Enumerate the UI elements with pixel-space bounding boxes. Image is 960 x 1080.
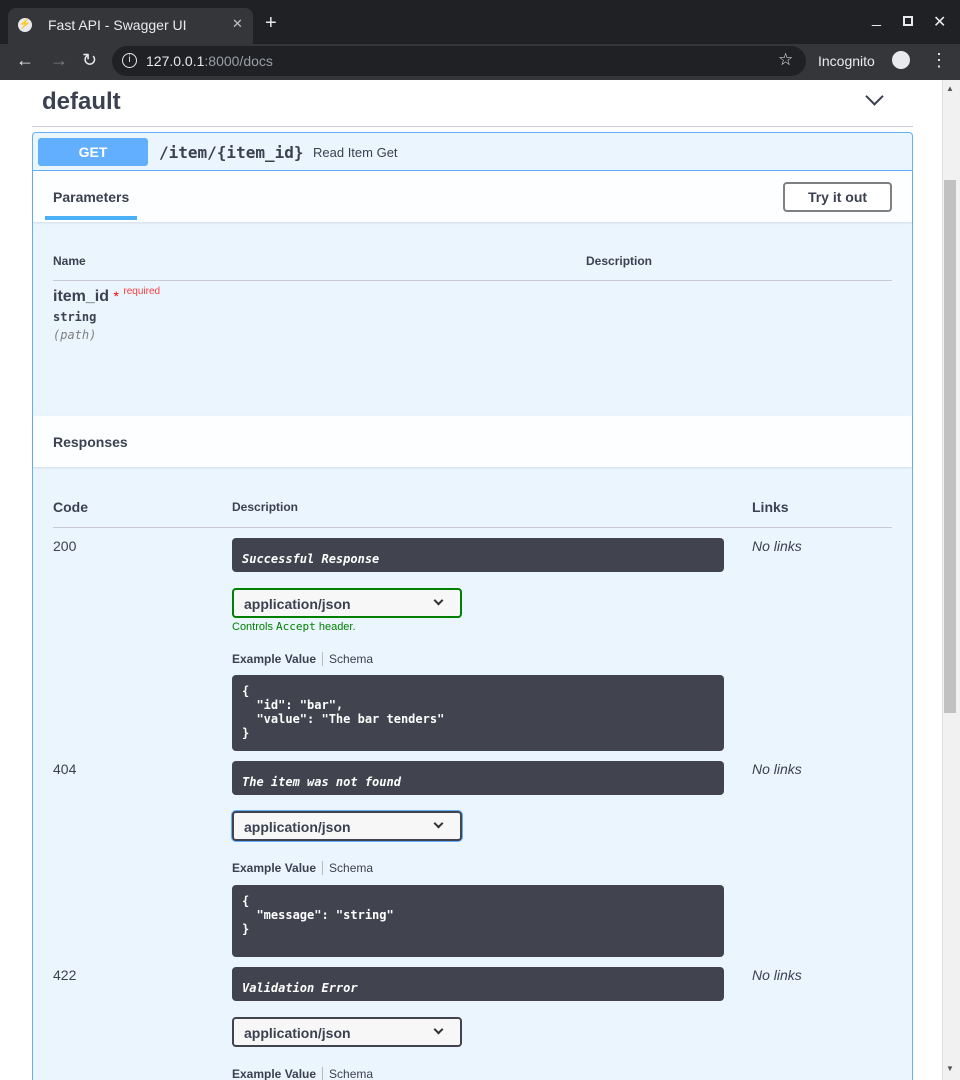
back-icon[interactable]: ← bbox=[16, 50, 34, 70]
tab-parameters[interactable]: Parameters bbox=[45, 171, 137, 220]
response-code: 200 bbox=[53, 538, 77, 554]
param-col-description: Description bbox=[586, 254, 653, 268]
response-description: The item was not found bbox=[232, 761, 724, 795]
param-col-name: Name bbox=[53, 254, 86, 268]
media-type-value: application/json bbox=[244, 1025, 351, 1041]
maximize-icon[interactable] bbox=[903, 16, 913, 26]
section-divider bbox=[32, 126, 913, 127]
chevron-down-icon bbox=[433, 595, 444, 606]
address-bar[interactable]: i 127.0.0.1:8000/docs ☆ bbox=[112, 46, 806, 76]
response-links: No links bbox=[752, 761, 802, 777]
scroll-down-icon[interactable]: ▼ bbox=[946, 1064, 954, 1073]
info-icon: i bbox=[122, 53, 137, 68]
method-badge: GET bbox=[38, 138, 148, 166]
required-star: * bbox=[113, 288, 119, 304]
response-code: 404 bbox=[53, 761, 77, 777]
hint-text: Controls bbox=[232, 621, 277, 633]
param-name: item_id bbox=[53, 288, 110, 305]
tab-example-value[interactable]: Example Value bbox=[232, 652, 317, 666]
incognito-icon[interactable] bbox=[892, 51, 910, 69]
example-code-block: { "message": "string" } bbox=[232, 885, 724, 957]
media-type-select[interactable]: application/json bbox=[232, 811, 462, 841]
responses-header: Responses bbox=[33, 416, 912, 467]
tab-title: Fast API - Swagger UI bbox=[48, 17, 187, 33]
browser-tab[interactable]: ⚡ Fast API - Swagger UI bbox=[8, 8, 253, 44]
media-type-select[interactable]: application/json bbox=[232, 1017, 462, 1047]
close-window-icon[interactable]: ✕ bbox=[933, 14, 947, 31]
chevron-down-icon bbox=[433, 818, 444, 829]
response-row-422: 422 Validation Error application/json Ex… bbox=[33, 967, 912, 1080]
tab-example-value[interactable]: Example Value bbox=[232, 1067, 317, 1080]
forward-icon[interactable]: → bbox=[50, 50, 68, 70]
required-label: required bbox=[123, 286, 161, 297]
incognito-label[interactable]: Incognito bbox=[818, 53, 875, 69]
operation-summary[interactable]: GET /item/{item_id} Read Item Get bbox=[33, 133, 912, 171]
response-description-text: Successful Response bbox=[242, 552, 380, 566]
resp-col-description: Description bbox=[232, 500, 299, 514]
tab-close-icon[interactable]: ✕ bbox=[232, 16, 243, 31]
operation-block: GET /item/{item_id} Read Item Get Parame… bbox=[32, 132, 913, 1080]
response-row-404: 404 The item was not found application/j… bbox=[33, 761, 912, 961]
resp-col-code: Code bbox=[53, 499, 88, 515]
chevron-down-icon bbox=[433, 1024, 444, 1035]
tab-schema[interactable]: Schema bbox=[329, 861, 374, 875]
accept-hint: Controls Accept header. bbox=[232, 620, 356, 633]
scroll-up-icon[interactable]: ▲ bbox=[946, 84, 954, 93]
responses-title: Responses bbox=[53, 434, 128, 450]
url-host: 127.0.0.1 bbox=[146, 53, 205, 69]
example-code-block: { "id": "bar", "value": "The bar tenders… bbox=[232, 675, 724, 751]
param-row: item_id * required string (path) bbox=[53, 286, 161, 342]
new-tab-icon[interactable]: + bbox=[265, 12, 277, 34]
response-description-text: The item was not found bbox=[242, 775, 401, 789]
page-content: default GET /item/{item_id} Read Item Ge… bbox=[0, 80, 942, 1080]
media-type-value: application/json bbox=[244, 819, 351, 835]
chevron-down-icon[interactable] bbox=[865, 87, 884, 106]
response-description: Validation Error bbox=[232, 967, 724, 1001]
operation-summary-text: Read Item Get bbox=[313, 145, 398, 160]
responses-divider bbox=[53, 527, 892, 528]
section-title[interactable]: default bbox=[42, 88, 121, 115]
param-location: (path) bbox=[53, 328, 97, 342]
example-tabs: Example Value Schema bbox=[232, 861, 373, 875]
bookmark-star-icon[interactable]: ☆ bbox=[778, 50, 794, 69]
response-links: No links bbox=[752, 538, 802, 554]
param-divider bbox=[53, 280, 892, 281]
hint-code: Accept bbox=[276, 620, 316, 633]
response-description: Successful Response bbox=[232, 538, 724, 572]
response-code: 422 bbox=[53, 967, 77, 983]
favicon-icon: ⚡ bbox=[18, 18, 32, 32]
response-links: No links bbox=[752, 967, 802, 983]
media-type-select[interactable]: application/json bbox=[232, 588, 462, 618]
param-type: string bbox=[53, 310, 97, 324]
hint-text-end: header. bbox=[315, 621, 356, 633]
minimize-icon[interactable]: _ bbox=[872, 10, 881, 27]
response-description-text: Validation Error bbox=[242, 981, 358, 995]
scrollbar-thumb[interactable] bbox=[944, 180, 956, 713]
url-path: :8000/docs bbox=[204, 53, 273, 69]
menu-icon[interactable]: ⋮ bbox=[930, 50, 948, 70]
response-row-200: 200 Successful Response application/json… bbox=[33, 538, 912, 758]
reload-icon[interactable]: ↻ bbox=[82, 50, 98, 70]
url-text: 127.0.0.1:8000/docs bbox=[146, 53, 273, 69]
try-it-out-button[interactable]: Try it out bbox=[783, 182, 892, 212]
example-tabs: Example Value Schema bbox=[232, 652, 373, 666]
parameters-header: Parameters Try it out bbox=[33, 171, 912, 222]
tab-schema[interactable]: Schema bbox=[329, 1067, 374, 1080]
operation-path: /item/{item_id} bbox=[159, 143, 304, 162]
resp-col-links: Links bbox=[752, 499, 789, 515]
example-tabs: Example Value Schema bbox=[232, 1067, 373, 1080]
tab-example-value[interactable]: Example Value bbox=[232, 861, 317, 875]
tab-schema[interactable]: Schema bbox=[329, 652, 374, 666]
parameters-tab-label: Parameters bbox=[53, 189, 130, 205]
media-type-value: application/json bbox=[244, 596, 351, 612]
